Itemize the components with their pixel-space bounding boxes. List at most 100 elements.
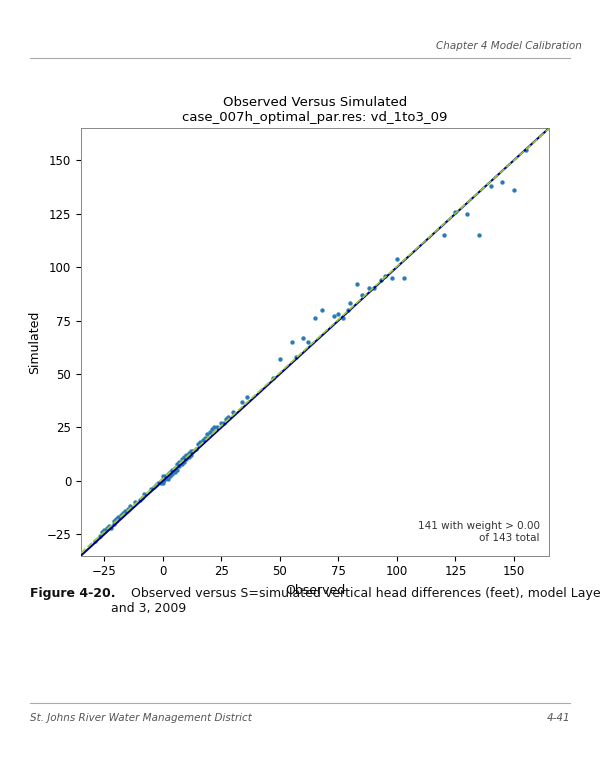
Point bbox=[158, 472, 168, 485]
Point bbox=[334, 308, 343, 320]
Point bbox=[474, 228, 484, 241]
Point bbox=[184, 447, 193, 459]
Point bbox=[310, 312, 320, 325]
Point bbox=[182, 453, 191, 465]
Point bbox=[203, 427, 212, 440]
Point bbox=[123, 503, 133, 515]
Point bbox=[182, 449, 191, 462]
Point bbox=[352, 278, 362, 291]
Point bbox=[177, 453, 187, 465]
Point bbox=[221, 413, 231, 425]
Point bbox=[158, 470, 168, 483]
Point bbox=[224, 410, 233, 423]
Point bbox=[156, 475, 166, 487]
Point bbox=[156, 477, 166, 490]
Point bbox=[191, 443, 200, 455]
Point bbox=[151, 479, 161, 491]
Point bbox=[158, 475, 168, 487]
Point bbox=[364, 282, 374, 294]
Y-axis label: Simulated: Simulated bbox=[28, 310, 41, 374]
Point bbox=[184, 451, 193, 463]
Point bbox=[175, 455, 184, 468]
Text: Chapter 4 Model Calibration: Chapter 4 Model Calibration bbox=[436, 40, 582, 51]
Point bbox=[137, 492, 146, 504]
Point bbox=[112, 513, 121, 525]
Point bbox=[112, 515, 121, 528]
Point bbox=[368, 282, 379, 294]
Point bbox=[167, 464, 177, 476]
Point bbox=[165, 470, 175, 483]
Point bbox=[113, 511, 123, 524]
Point bbox=[521, 143, 530, 155]
Point bbox=[186, 449, 196, 462]
Point bbox=[209, 421, 219, 434]
Point bbox=[242, 392, 252, 404]
Point bbox=[292, 350, 301, 363]
Point bbox=[228, 406, 238, 419]
Text: 4-41: 4-41 bbox=[547, 713, 570, 723]
Point bbox=[163, 468, 172, 480]
Point bbox=[238, 395, 247, 408]
Point bbox=[104, 519, 114, 531]
Point bbox=[497, 176, 507, 188]
Point bbox=[158, 475, 168, 487]
Point bbox=[167, 468, 177, 480]
Point bbox=[317, 304, 327, 316]
Text: Figure 4-20.: Figure 4-20. bbox=[30, 587, 115, 600]
Point bbox=[196, 436, 205, 448]
Point bbox=[165, 466, 175, 479]
Point bbox=[160, 472, 170, 485]
Point bbox=[179, 451, 189, 463]
Point bbox=[392, 253, 402, 265]
Point bbox=[451, 205, 460, 218]
Point bbox=[109, 517, 119, 530]
Point bbox=[170, 462, 179, 474]
Point bbox=[107, 521, 116, 534]
Point bbox=[175, 460, 184, 472]
Point bbox=[463, 207, 472, 220]
Point bbox=[97, 526, 107, 538]
Point bbox=[172, 464, 182, 476]
Point bbox=[268, 372, 278, 385]
Point bbox=[109, 515, 119, 528]
Text: St. Johns River Water Management District: St. Johns River Water Management Distric… bbox=[30, 713, 252, 723]
Point bbox=[154, 477, 163, 490]
Point bbox=[160, 470, 170, 483]
Point bbox=[102, 521, 112, 534]
Point bbox=[95, 530, 104, 542]
Point bbox=[186, 444, 196, 457]
Point bbox=[287, 336, 296, 348]
Point bbox=[125, 500, 135, 513]
Point bbox=[193, 438, 203, 451]
Point bbox=[200, 432, 210, 444]
Point bbox=[134, 494, 145, 507]
Title: Observed Versus Simulated
case_007h_optimal_par.res: vd_1to3_09: Observed Versus Simulated case_007h_opti… bbox=[182, 96, 448, 124]
Point bbox=[198, 434, 208, 446]
Text: 141 with weight > 0.00
of 143 total: 141 with weight > 0.00 of 143 total bbox=[418, 521, 539, 542]
Point bbox=[205, 426, 215, 438]
Text: Observed versus S=simulated vertical head differences (feet), model Layers 1
and: Observed versus S=simulated vertical hea… bbox=[111, 587, 600, 615]
Point bbox=[118, 507, 128, 519]
Point bbox=[338, 312, 348, 325]
Point bbox=[329, 310, 338, 322]
Point bbox=[212, 421, 221, 434]
Point bbox=[163, 472, 172, 485]
X-axis label: Observed: Observed bbox=[285, 584, 345, 597]
Point bbox=[343, 304, 353, 316]
Point bbox=[90, 535, 100, 547]
Point bbox=[346, 297, 355, 309]
Point bbox=[486, 179, 496, 192]
Point bbox=[439, 228, 448, 241]
Point bbox=[146, 483, 156, 496]
Point bbox=[158, 477, 168, 490]
Point bbox=[100, 524, 109, 536]
Point bbox=[298, 332, 308, 344]
Point bbox=[207, 423, 217, 436]
Point bbox=[188, 444, 198, 457]
Point bbox=[509, 184, 518, 197]
Point bbox=[139, 487, 149, 500]
Point bbox=[170, 466, 179, 479]
Point bbox=[149, 481, 158, 493]
Point bbox=[177, 458, 187, 470]
Point bbox=[179, 455, 189, 468]
